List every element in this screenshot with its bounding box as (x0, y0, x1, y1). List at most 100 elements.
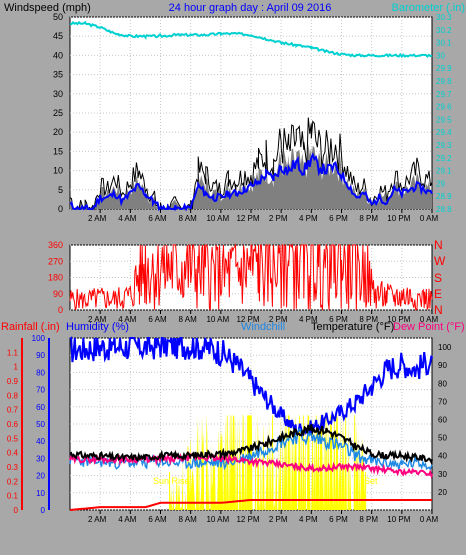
rainfall-tick-label: 0.4 (7, 449, 19, 458)
rainfall-tick-label: 0.9 (7, 377, 19, 386)
wind-time-tick-label: 6 AM (148, 214, 167, 223)
rainfall-tick-label: 0.6 (7, 420, 19, 429)
rainfall-tick-label: 0 (14, 506, 19, 515)
direction-time-tick-label: 12 PM (236, 315, 259, 324)
direction-time-tick-label: 4 AM (118, 315, 137, 324)
windspeed-tick-label: 45 (53, 31, 63, 41)
humidity-tick-label: 30 (36, 454, 45, 463)
windspeed-tick-label: 5 (58, 185, 63, 195)
rainfall-legend: Rainfall (.in) (1, 321, 60, 333)
temperature-tick-label: 80 (438, 379, 447, 388)
temperature-time-tick-label: 6 AM (148, 515, 167, 524)
temperature-time-tick-label: 8 AM (179, 515, 198, 524)
wind-time-tick-label: 4 AM (118, 214, 137, 223)
rainfall-line (69, 499, 432, 511)
barometer-axis-label: Barometer (.in) (392, 2, 465, 14)
temperature-tick-label: 30 (438, 470, 447, 479)
windspeed-tick-label: 35 (53, 70, 63, 80)
direction-label-n-top: N (434, 238, 443, 252)
direction-time-tick-label: 10 AM (206, 315, 229, 324)
sunrise-label: Sun Rise (153, 476, 190, 486)
dew-point-line (69, 450, 433, 479)
barometer-tick-label: 29.3 (436, 141, 452, 150)
rainfall-tick-label: 0.2 (7, 477, 19, 486)
humidity-tick-label: 40 (36, 437, 45, 446)
windspeed-tick-label: 20 (53, 127, 63, 137)
temperature-time-tick-label: 10 PM (387, 515, 410, 524)
windchill-legend: Windchill (241, 321, 285, 333)
temperature-time-tick-label: 10 AM (206, 515, 229, 524)
humidity-tick-label: 20 (36, 472, 45, 481)
windspeed-tick-label: 30 (53, 89, 63, 99)
barometer-tick-label: 29.5 (436, 115, 452, 124)
temperature-time-tick-label: 12 PM (236, 515, 259, 524)
rainfall-tick-label: 0.5 (7, 434, 19, 443)
humidity-line (69, 336, 433, 438)
windspeed-tick-label: 15 (53, 146, 63, 156)
barometer-tick-label: 29.2 (436, 154, 452, 163)
rainfall-tick-label: 0.1 (7, 492, 19, 501)
wind-direction-line (69, 243, 433, 311)
humidity-tick-label: 90 (36, 351, 45, 360)
windspeed-tick-label: 0 (58, 204, 63, 214)
direction-tick-label: 90 (53, 289, 63, 299)
barometer-tick-label: 30.1 (436, 39, 452, 48)
temperature-time-tick-label: 8 PM (359, 515, 378, 524)
barometer-tick-label: 29.8 (436, 77, 452, 86)
wind-time-tick-label: 0 AM (420, 214, 439, 223)
barometer-tick-label: 29.6 (436, 103, 452, 112)
barometer-tick-label: 29.9 (436, 64, 452, 73)
wind-gust-band (70, 143, 432, 209)
temperature-time-tick-label: 4 PM (299, 515, 318, 524)
humidity-tick-label: 10 (36, 489, 45, 498)
temperature-legend: Temperature (°F) (311, 321, 394, 333)
wind-time-tick-label: 4 PM (299, 214, 318, 223)
direction-label-e: E (434, 287, 442, 301)
humidity-tick-label: 80 (36, 368, 45, 377)
temperature-tick-label: 50 (438, 434, 447, 443)
direction-tick-label: 360 (48, 240, 63, 250)
wind-time-tick-label: 10 PM (387, 214, 410, 223)
direction-time-tick-label: 6 PM (329, 315, 348, 324)
direction-label-n-bottom: N (434, 303, 443, 317)
wind-time-tick-label: 2 AM (88, 214, 107, 223)
direction-tick-label: 0 (58, 305, 63, 315)
barometer-tick-label: 29 (436, 179, 445, 188)
barometer-tick-label: 29.4 (436, 128, 452, 137)
temperature-time-tick-label: 4 AM (118, 515, 137, 524)
direction-label-s: S (434, 271, 442, 285)
humidity-tick-label: 70 (36, 386, 45, 395)
direction-time-tick-label: 10 PM (387, 315, 410, 324)
wind-time-tick-label: 8 AM (179, 214, 198, 223)
graph-title: 24 hour graph day : April 09 2016 (169, 2, 332, 14)
humidity-tick-label: 50 (36, 420, 45, 429)
direction-time-tick-label: 2 PM (269, 315, 288, 324)
windspeed-gust-line (69, 117, 433, 211)
temperature-time-tick-label: 0 AM (420, 515, 439, 524)
temperature-time-tick-label: 6 PM (329, 515, 348, 524)
temperature-tick-label: 20 (438, 488, 447, 497)
direction-tick-label: 180 (48, 273, 63, 283)
temperature-tick-label: 40 (438, 452, 447, 461)
direction-time-tick-label: 4 PM (299, 315, 318, 324)
windspeed-tick-label: 50 (53, 12, 63, 22)
temperature-tick-label: 90 (438, 361, 447, 370)
windspeed-axis-label: Windspeed (mph) (4, 2, 91, 14)
direction-time-tick-label: 2 AM (88, 315, 107, 324)
windspeed-tick-label: 40 (53, 50, 63, 60)
barometer-tick-label: 30 (436, 51, 445, 60)
windspeed-tick-label: 10 (53, 166, 63, 176)
temperature-time-tick-label: 2 AM (88, 515, 107, 524)
rainfall-tick-label: 0.3 (7, 463, 19, 472)
direction-tick-label: 270 (48, 256, 63, 266)
direction-time-tick-label: 0 AM (420, 315, 439, 324)
wind-time-tick-label: 2 PM (269, 214, 288, 223)
temperature-tick-label: 100 (438, 343, 452, 352)
temperature-tick-label: 70 (438, 397, 447, 406)
humidity-tick-label: 0 (41, 506, 46, 515)
rainfall-tick-label: 1.1 (7, 348, 19, 357)
barometer-tick-label: 30.3 (436, 13, 452, 22)
temperature-time-tick-label: 2 PM (269, 515, 288, 524)
rainfall-tick-label: 0.8 (7, 391, 19, 400)
barometer-tick-label: 29.1 (436, 167, 452, 176)
